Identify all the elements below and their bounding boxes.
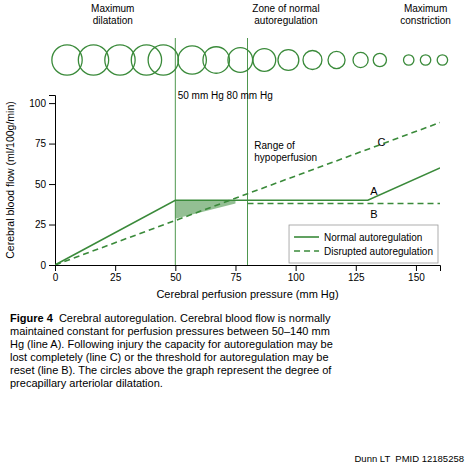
y-tick-label: 75 — [35, 138, 47, 149]
x-tick-label: 0 — [53, 272, 59, 283]
x-tick-mark — [175, 265, 176, 271]
credit: Dunn LT PMID 12185258 — [355, 453, 465, 464]
x-axis-title: Cerebral perfusion pressure (mm Hg) — [156, 288, 338, 300]
y-tick-mark — [49, 225, 55, 226]
legend-symbol — [294, 250, 319, 252]
x-axis-line — [56, 266, 441, 272]
y-tick-mark — [49, 265, 55, 266]
section-label: Maximumconstriction — [400, 3, 451, 26]
x-tick-mark — [356, 265, 357, 271]
legend-symbol — [294, 236, 319, 238]
y-tick-label: 50 — [35, 179, 47, 190]
x-tick: 25 — [110, 265, 122, 283]
x-tick-label: 25 — [110, 272, 122, 283]
x-tick: 125 — [348, 265, 365, 283]
shaded-area — [175, 200, 235, 219]
vessel-circle — [78, 45, 108, 75]
y-axis-title: Cerebral blood flow (ml/100g/min) — [4, 101, 16, 259]
series-line — [55, 123, 440, 265]
y-tick: 100 — [29, 98, 55, 109]
y-tick: 25 — [35, 219, 55, 230]
x-tick-label: 125 — [348, 272, 365, 283]
x-tick-mark — [296, 265, 297, 271]
annotation: C — [377, 136, 385, 148]
caption-title: Figure 4 — [10, 312, 54, 324]
legend: Normal autoregulation Disrupted autoregul… — [289, 225, 438, 263]
y-tick: 75 — [35, 138, 55, 149]
chart: 0 25 50 75 100 125 150 0 25 50 75 100 Cerebral perfu… — [0, 0, 474, 470]
vessel-circle — [253, 49, 276, 72]
y-tick-label: 100 — [29, 98, 46, 109]
y-tick: 50 — [35, 179, 55, 190]
vessel-circle — [373, 53, 386, 66]
annotation: B — [370, 208, 377, 220]
y-axis: 0 25 50 75 100 — [29, 96, 55, 271]
x-axis: 0 25 50 75 100 125 150 — [53, 265, 441, 283]
vessel-circle — [437, 55, 447, 65]
series-line — [55, 168, 440, 265]
legend-label: Normal autoregulation — [324, 232, 422, 243]
vertical-line — [175, 38, 176, 265]
x-tick-mark — [115, 265, 116, 271]
vessel-circle — [353, 52, 368, 67]
y-tick-mark — [49, 184, 55, 185]
y-tick-label: 25 — [35, 219, 47, 230]
y-tick-label: 0 — [40, 260, 46, 271]
x-tick: 75 — [230, 265, 242, 283]
x-tick: 50 — [170, 265, 182, 283]
x-tick-mark — [235, 265, 236, 271]
section-label: Zone of normalautoregulation — [252, 3, 319, 26]
x-tick: 150 — [408, 265, 425, 283]
vessel-circle — [178, 46, 206, 74]
x-tick: 0 — [53, 265, 59, 283]
y-tick-mark — [49, 144, 55, 145]
vessel-circle — [328, 51, 345, 68]
x-tick-label: 75 — [230, 272, 242, 283]
vessel-circle — [303, 51, 322, 70]
legend-label: Disrupted autoregulation — [324, 246, 433, 257]
vessel-circle — [203, 47, 230, 74]
x-tick: 100 — [288, 265, 305, 283]
annotation: Range ofhypoperfusion — [254, 140, 317, 163]
plot-area — [55, 123, 440, 265]
y-axis-line — [49, 96, 56, 266]
annotations: 50 mm Hg 80 mm Hg Range ofhypoperfusion AB… — [178, 90, 386, 219]
x-tick-label: 150 — [408, 272, 425, 283]
vessel-circle — [228, 48, 253, 73]
caption-text: Cerebral autoregulation. Cerebral blood … — [10, 312, 333, 389]
vessel-circle — [278, 50, 299, 71]
series-line — [248, 203, 441, 205]
vessel-circles: Maximumdilatation Zone of normalautoregul… — [52, 3, 451, 75]
vessel-circle — [404, 55, 414, 65]
annotation: A — [370, 185, 378, 197]
x-tick-mark — [416, 265, 417, 271]
vertical-line — [247, 38, 248, 265]
annotation: 50 mm Hg 80 mm Hg — [178, 90, 273, 101]
legend-box — [289, 225, 438, 263]
x-tick-label: 100 — [288, 272, 305, 283]
y-tick-mark — [49, 103, 55, 104]
section-label: Maximumdilatation — [91, 3, 134, 26]
vessel-circle — [105, 45, 135, 75]
y-tick: 0 — [40, 260, 55, 271]
vessel-circle — [52, 45, 82, 75]
vessel-circle — [148, 45, 178, 75]
x-tick-label: 50 — [170, 272, 182, 283]
vessel-circle — [420, 55, 430, 65]
vessel-circle — [131, 45, 161, 75]
